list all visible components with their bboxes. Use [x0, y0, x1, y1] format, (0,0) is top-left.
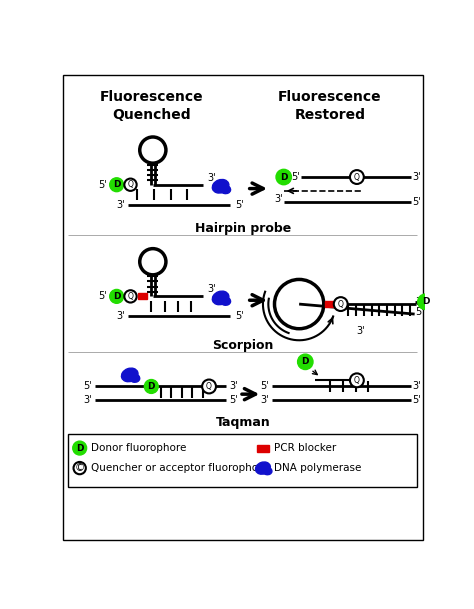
Text: 5': 5' [260, 381, 269, 392]
Text: 5': 5' [235, 311, 244, 322]
Text: Q: Q [206, 382, 212, 391]
Text: Q: Q [128, 292, 134, 301]
Text: Taqman: Taqman [216, 416, 270, 429]
Text: 5': 5' [412, 197, 420, 206]
Text: 5': 5' [412, 395, 420, 406]
Text: 3': 3' [412, 381, 420, 392]
Circle shape [73, 462, 86, 474]
Circle shape [276, 169, 292, 185]
Circle shape [73, 441, 87, 455]
Text: 3': 3' [207, 173, 216, 183]
Text: 5': 5' [235, 200, 244, 209]
Text: 3': 3' [274, 194, 283, 205]
Text: Quencher or acceptor fluorophore: Quencher or acceptor fluorophore [91, 463, 269, 473]
Circle shape [202, 379, 216, 393]
Text: Q: Q [354, 376, 360, 385]
Text: 3': 3' [83, 395, 91, 406]
Text: 5': 5' [229, 395, 238, 406]
Circle shape [124, 290, 137, 303]
Circle shape [334, 297, 347, 311]
Text: Q: Q [338, 300, 344, 309]
Ellipse shape [255, 462, 270, 474]
Bar [257, 445, 269, 451]
Text: Q: Q [128, 180, 134, 189]
Circle shape [350, 170, 364, 184]
Text: Hairpin probe: Hairpin probe [195, 222, 291, 234]
Text: 3': 3' [207, 284, 216, 294]
Circle shape [124, 178, 137, 191]
Ellipse shape [129, 374, 140, 382]
Text: D: D [113, 292, 120, 301]
Bar [138, 294, 147, 300]
Text: D: D [76, 443, 83, 452]
Text: 3': 3' [356, 326, 365, 336]
Text: 5': 5' [415, 307, 424, 317]
Text: 5': 5' [83, 381, 92, 392]
Text: Fluorescence
Restored: Fluorescence Restored [278, 90, 382, 122]
Bar [68, 434, 417, 487]
Text: 3': 3' [412, 172, 420, 182]
Text: D: D [280, 172, 288, 181]
Circle shape [145, 379, 158, 393]
Circle shape [109, 178, 124, 192]
Text: PCR blocker: PCR blocker [273, 443, 336, 453]
Circle shape [350, 373, 364, 387]
Text: ©: © [74, 463, 85, 473]
Text: D: D [301, 357, 309, 367]
Ellipse shape [220, 297, 230, 305]
Text: 3': 3' [116, 311, 125, 322]
Text: D: D [113, 180, 120, 189]
Text: 5': 5' [291, 172, 300, 182]
Text: D: D [147, 382, 155, 391]
Circle shape [418, 294, 433, 309]
Ellipse shape [212, 291, 229, 304]
Text: 5': 5' [99, 180, 107, 190]
Text: Donor fluorophore: Donor fluorophore [91, 443, 187, 453]
Ellipse shape [121, 368, 138, 382]
Ellipse shape [212, 180, 229, 193]
Bar [325, 301, 335, 307]
Text: 5': 5' [99, 291, 107, 301]
Ellipse shape [262, 467, 272, 474]
Circle shape [109, 289, 124, 303]
Text: 3': 3' [229, 381, 238, 392]
Text: Fluorescence
Quenched: Fluorescence Quenched [100, 90, 203, 122]
Text: 3': 3' [415, 297, 424, 307]
Text: Q: Q [354, 172, 360, 181]
Text: 3': 3' [260, 395, 269, 406]
Circle shape [298, 354, 313, 370]
Text: DNA polymerase: DNA polymerase [273, 463, 361, 473]
Text: Scorpion: Scorpion [212, 339, 273, 352]
Text: D: D [422, 297, 429, 306]
Text: 3': 3' [116, 200, 125, 209]
Ellipse shape [220, 185, 230, 194]
